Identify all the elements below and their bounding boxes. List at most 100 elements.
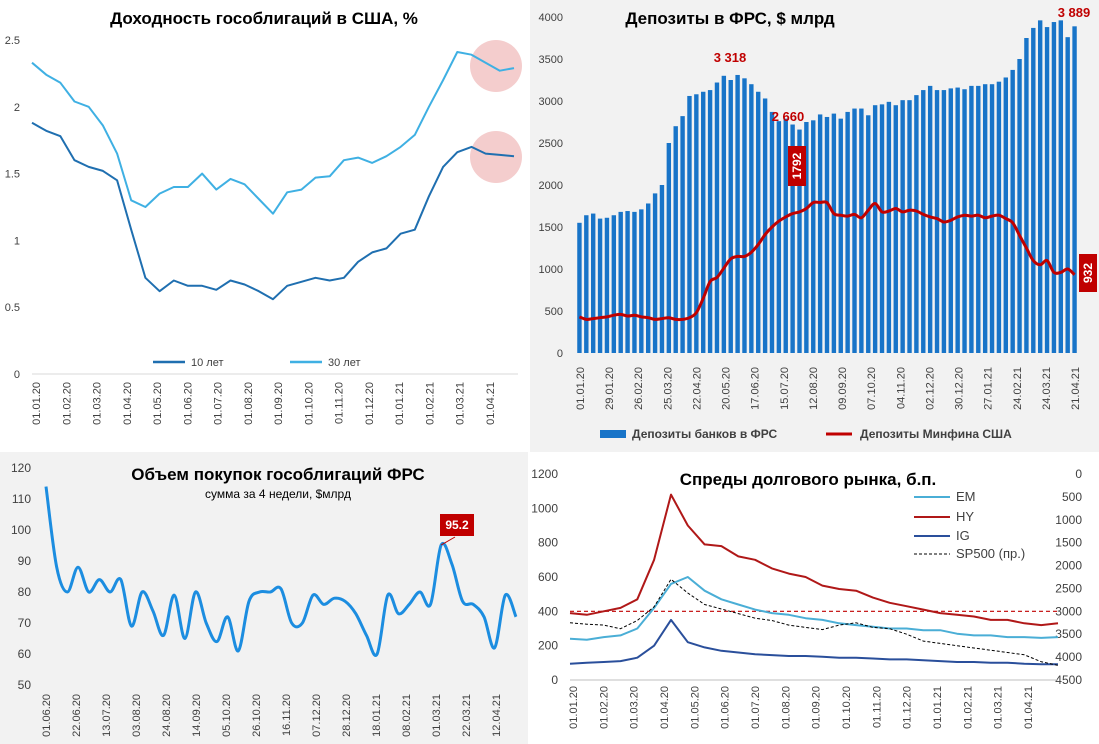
highlight-circle: [470, 131, 522, 183]
y2-tick-label: 1000: [1055, 513, 1082, 527]
bar: [907, 100, 912, 353]
label-leader-line: [440, 536, 456, 546]
y-tick-label: 90: [18, 554, 32, 568]
x-tick-label: 18.01.21: [371, 694, 383, 737]
spreads-chart: Спреды долгового рынка, б.п. 0 200 400 600 80…: [531, 467, 1082, 729]
y-tick-label: 60: [18, 647, 32, 661]
x-tick-label: 01.09.20: [811, 686, 823, 729]
data-label-box: [1079, 254, 1097, 292]
chart-title: Спреды долгового рынка, б.п.: [680, 470, 937, 489]
y-tick-label: 0.5: [5, 302, 20, 314]
y2-tick-label: 1500: [1055, 536, 1082, 550]
bar: [618, 211, 623, 353]
y-tick-label: 1200: [531, 467, 558, 481]
x-tick-label: 01.12.20: [902, 686, 914, 729]
data-label-peak: 95.2: [445, 518, 469, 532]
bar: [1003, 77, 1008, 353]
chart-subtitle: сумма за 4 недели, $млрд: [205, 487, 351, 501]
bar: [811, 120, 816, 353]
x-tick-label: 01.11.20: [334, 382, 346, 424]
bar: [989, 84, 995, 353]
x-tick-label: 01.10.20: [303, 382, 315, 425]
legend-label-ig: IG: [956, 528, 970, 543]
bar: [934, 90, 940, 353]
x-tick-label: 16.11.20: [281, 694, 293, 736]
y-tick-label: 2.5: [5, 35, 20, 47]
bar: [680, 116, 685, 354]
x-tick-label: 01.06.20: [182, 382, 194, 425]
x-tick-label: 20.05.20: [721, 367, 733, 410]
bar: [790, 124, 795, 354]
y2-tick-label: 3500: [1055, 627, 1082, 641]
bar: [714, 82, 720, 354]
x-tick-label: 01.08.20: [243, 382, 255, 425]
bar: [646, 203, 651, 353]
x-tick-label: 22.03.21: [461, 694, 473, 737]
legend-label-treasury: Депозиты Минфина США: [860, 427, 1012, 441]
x-tick-label: 07.12.20: [311, 694, 323, 737]
y-tick-label: 100: [11, 523, 31, 537]
legend-label-hy: HY: [956, 509, 974, 524]
chart-title: Доходность гособлигаций в США, %: [110, 9, 418, 28]
legend-label-banks: Депозиты банков в ФРС: [632, 427, 777, 441]
x-tick-label: 01.04.21: [485, 382, 497, 425]
bar: [749, 84, 754, 353]
x-tick-label: 26.10.20: [251, 694, 263, 737]
x-tick-label: 01.01.20: [575, 367, 587, 410]
series-line-30y: [31, 51, 515, 215]
x-tick-label: 01.01.20: [31, 382, 43, 425]
chart-title: Объем покупок гособлигаций ФРС: [131, 465, 424, 484]
bar: [762, 98, 768, 353]
bar: [742, 78, 747, 353]
bar: [707, 90, 713, 353]
data-label-treasury-last: 932: [1081, 263, 1095, 283]
bar: [1051, 22, 1057, 353]
bar: [900, 100, 905, 353]
y2-tick-label: 2500: [1055, 581, 1082, 595]
y-tick-label: 120: [11, 461, 31, 475]
x-tick-label: 01.02.21: [962, 686, 974, 729]
x-tick-label: 17.06.20: [750, 367, 762, 410]
bar: [577, 222, 582, 353]
data-label-box: [788, 146, 806, 186]
y2-tick-label: 3000: [1055, 604, 1082, 618]
y-tick-label: 600: [538, 570, 558, 584]
x-tick-label: 01.03.21: [993, 686, 1005, 729]
bar: [866, 115, 871, 353]
bar: [824, 116, 830, 354]
bar: [927, 85, 933, 353]
x-tick-label: 30.12.20: [954, 367, 966, 410]
bar: [1058, 20, 1064, 354]
x-tick-label: 01.04.21: [1023, 686, 1035, 729]
x-tick-label: 01.01.21: [394, 382, 406, 425]
x-tick-label: 03.08.20: [131, 694, 143, 737]
series-line-sp500: [569, 578, 1059, 666]
x-tick-label: 09.09.20: [837, 367, 849, 410]
x-tick-label: 25.03.20: [662, 367, 674, 410]
x-tick-label: 01.03.21: [431, 694, 443, 737]
x-tick-label: 04.11.20: [895, 367, 907, 409]
series-line-hy: [569, 493, 1059, 627]
y-tick-label: 4000: [539, 12, 563, 24]
y-tick-label: 0: [14, 369, 20, 381]
x-tick-label: 01.03.21: [455, 382, 467, 425]
bar: [659, 185, 665, 353]
x-tick-label: 01.02.21: [424, 382, 436, 425]
x-tick-label: 08.02.21: [401, 694, 413, 737]
x-tick-label: 01.07.20: [750, 686, 762, 729]
y-tick-label: 80: [18, 585, 32, 599]
x-tick-label: 01.05.20: [689, 686, 701, 729]
fed-purchases-panel: Объем покупок гособлигаций ФРС сумма за 4…: [0, 452, 528, 744]
x-tick-label: 01.09.20: [273, 382, 285, 425]
x-tick-label: 01.03.20: [629, 686, 641, 729]
data-label-box: [440, 514, 474, 536]
x-tick-label: 01.01.21: [932, 686, 944, 729]
bar: [701, 91, 706, 353]
bar: [969, 85, 974, 353]
x-tick-label: 21.04.21: [1070, 367, 1082, 410]
bar: [831, 113, 837, 353]
treasury-deposits-line: [578, 200, 1076, 322]
bar: [1017, 59, 1022, 353]
bar: [611, 215, 617, 353]
y2-tick-label: 500: [1062, 490, 1082, 504]
